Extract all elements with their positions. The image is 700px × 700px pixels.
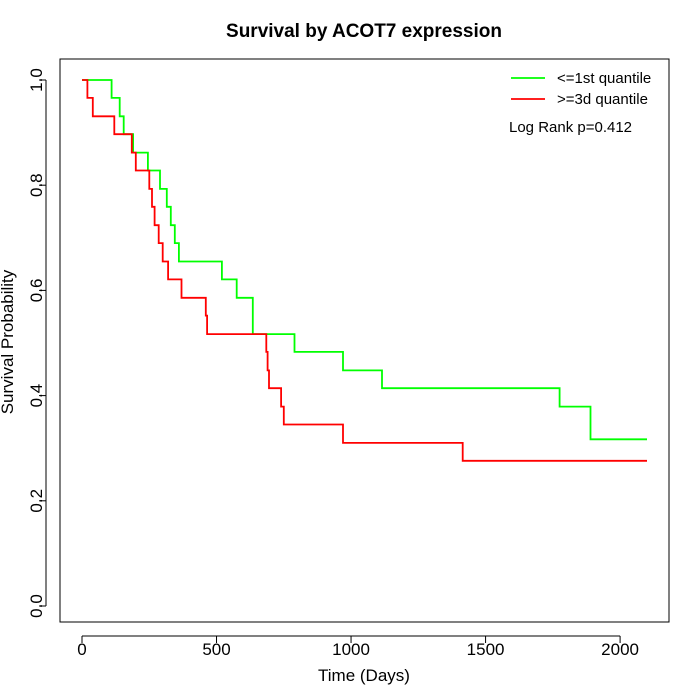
y-tick-label-5: 1.0 <box>27 68 46 92</box>
x-tick-label-2: 1000 <box>332 640 370 659</box>
y-tick-label-1: 0.2 <box>27 489 46 513</box>
legend: <=1st quantile >=3d quantile <box>511 70 651 108</box>
x-tick-label-0: 0 <box>77 640 86 659</box>
y-tick-label-4: 0.8 <box>27 173 46 197</box>
x-tick-label-4: 2000 <box>601 640 639 659</box>
x-axis-label: Time (Days) <box>318 666 410 685</box>
legend-label-1: >=3d quantile <box>557 91 648 108</box>
x-tick-label-3: 1500 <box>467 640 505 659</box>
y-tick-label-0: 0.0 <box>27 594 46 618</box>
y-tick-label-3: 0.6 <box>27 279 46 303</box>
log-rank-annotation: Log Rank p=0.412 <box>509 119 632 136</box>
plot-frame <box>59 58 670 623</box>
legend-label-0: <=1st quantile <box>557 70 651 87</box>
x-tick-label-1: 500 <box>202 640 230 659</box>
y-axis-label: Survival Probability <box>0 269 17 414</box>
x-axis: 0 500 1000 1500 2000 <box>77 635 639 659</box>
y-tick-label-2: 0.4 <box>27 384 46 408</box>
chart-title: Survival by ACOT7 expression <box>226 21 502 42</box>
plot-area <box>82 79 647 462</box>
y-axis: 0.0 0.2 0.4 0.6 0.8 1.0 <box>27 68 47 618</box>
series-line-1 <box>82 79 647 462</box>
